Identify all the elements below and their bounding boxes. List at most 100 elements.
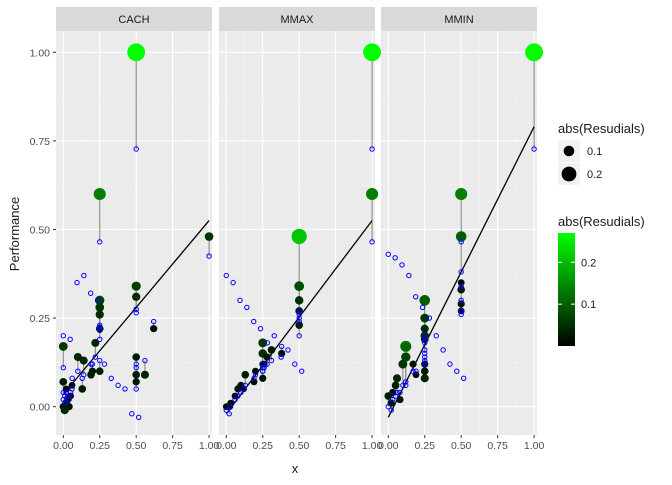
actual-point: [366, 187, 379, 201]
actual-point: [132, 378, 140, 386]
predicted-point: [97, 324, 103, 330]
x-tick-label: 0.50: [451, 440, 472, 452]
predicted-point: [97, 327, 103, 334]
predicted-point: [88, 361, 94, 367]
predicted-point: [241, 386, 247, 392]
x-tick-label: 0.25: [90, 440, 111, 452]
colorbar: [558, 233, 575, 346]
predicted-point: [458, 269, 464, 275]
predicted-point: [458, 283, 464, 289]
predicted-point: [412, 294, 419, 300]
actual-point: [401, 352, 411, 362]
predicted-point: [397, 389, 403, 396]
x-tick-label: 0.25: [253, 440, 274, 452]
actual-point: [263, 353, 271, 361]
predicted-point: [458, 297, 464, 304]
predicted-point: [235, 393, 241, 399]
predicted-point: [226, 411, 232, 417]
y-tick-label: 0.25: [30, 313, 51, 325]
predicted-point: [75, 368, 81, 374]
predicted-point: [285, 347, 291, 353]
predicted-point: [385, 403, 391, 410]
actual-point: [241, 370, 250, 379]
actual-point: [294, 296, 304, 305]
predicted-point: [135, 414, 142, 420]
facet-label-mmax: MMAX: [281, 14, 315, 26]
actual-point: [409, 360, 417, 368]
x-tick-label: 0.75: [487, 440, 508, 452]
predicted-point: [392, 393, 399, 399]
predicted-point: [264, 361, 270, 367]
predicted-point: [400, 382, 406, 389]
predicted-point: [458, 311, 464, 318]
actual-point: [419, 295, 431, 306]
predicted-point: [264, 340, 271, 346]
x-tick-label: 1.00: [362, 440, 383, 452]
x-tick-label: 0.75: [325, 440, 346, 452]
actual-point: [204, 232, 214, 241]
predicted-point: [67, 336, 73, 343]
actual-point: [420, 374, 429, 383]
predicted-point: [369, 239, 375, 245]
y-axis-title: Performance: [7, 197, 22, 271]
predicted-point: [115, 382, 121, 389]
predicted-point: [60, 364, 66, 371]
actual-point: [391, 381, 400, 390]
y-tick-label: 0.75: [30, 136, 51, 148]
actual-point: [396, 395, 404, 404]
predicted-point: [369, 146, 375, 152]
size-legend-label: 0.2: [587, 169, 602, 181]
predicted-point: [133, 364, 139, 371]
actual-point: [294, 281, 305, 292]
actual-point: [392, 374, 402, 383]
predicted-point: [150, 318, 157, 325]
x-axis-title: x: [292, 461, 299, 476]
predicted-point: [422, 350, 428, 357]
predicted-point: [422, 361, 428, 367]
predicted-point: [238, 389, 244, 396]
actual-point: [398, 359, 408, 369]
predicted-point: [422, 357, 428, 364]
x-tick-label: 0.25: [415, 440, 436, 452]
predicted-point: [298, 368, 305, 374]
predicted-point: [422, 347, 428, 353]
predicted-point: [133, 146, 139, 152]
predicted-point: [458, 308, 464, 314]
facet-strip-mmax: [219, 7, 375, 31]
x-tick-label: 0.50: [289, 440, 310, 452]
y-tick-label: 1.00: [30, 47, 51, 59]
actual-point: [132, 353, 141, 361]
actual-point: [73, 352, 82, 362]
actual-point: [93, 187, 106, 201]
actual-point: [78, 385, 87, 393]
predicted-point: [250, 318, 257, 325]
actual-point: [455, 231, 467, 242]
actual-point: [132, 292, 141, 301]
predicted-point: [244, 304, 250, 311]
predicted-point: [97, 239, 103, 245]
predicted-point: [129, 411, 135, 417]
predicted-point: [206, 253, 212, 259]
actual-point: [79, 356, 88, 365]
x-tick-label: 0.00: [378, 440, 399, 452]
predicted-point: [223, 272, 229, 279]
predicted-point: [413, 368, 419, 374]
actual-point: [87, 370, 95, 379]
actual-point: [59, 378, 68, 386]
predicted-point: [458, 239, 464, 245]
x-tick-label: 0.00: [216, 440, 237, 452]
predicted-point: [271, 333, 277, 339]
predicted-point: [66, 396, 72, 403]
predicted-point: [388, 407, 394, 413]
predicted-point: [133, 386, 139, 392]
predicted-point: [97, 336, 103, 343]
predicted-point: [392, 255, 398, 261]
predicted-point: [406, 272, 412, 279]
predicted-point: [133, 310, 139, 316]
predicted-point: [79, 375, 85, 381]
predicted-point: [122, 386, 128, 392]
actual-point: [95, 310, 104, 319]
actual-point: [457, 300, 465, 308]
predicted-point: [422, 336, 428, 343]
